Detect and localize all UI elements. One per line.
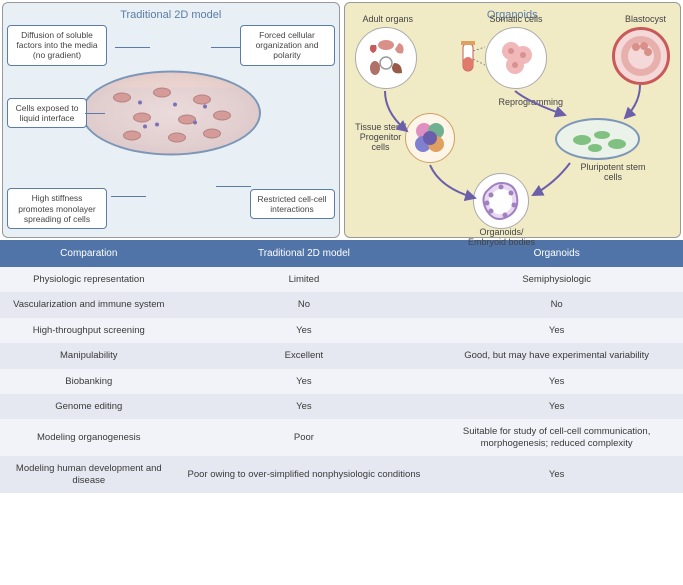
callout-diffusion: Diffusion of soluble factors into the me… bbox=[7, 25, 107, 66]
row-value: Limited bbox=[178, 267, 431, 292]
row-value: Yes bbox=[178, 318, 431, 343]
row-value: Yes bbox=[178, 394, 431, 419]
callout-exposed: Cells exposed to liquid interface bbox=[7, 98, 87, 128]
panel-2d-model: Traditional 2D model Diffusion of s bbox=[2, 2, 340, 238]
row-value: Poor bbox=[178, 419, 431, 456]
callout-restricted: Restricted cell-cell interactions bbox=[250, 189, 335, 219]
pluripotent-dish-icon bbox=[555, 118, 640, 160]
label-adult-organs: Adult organs bbox=[363, 15, 414, 25]
table-row: ManipulabilityExcellentGood, but may hav… bbox=[0, 343, 683, 368]
row-value: Good, but may have experimental variabil… bbox=[430, 343, 683, 368]
row-label: High-throughput screening bbox=[0, 318, 178, 343]
row-value: Suitable for study of cell-cell communic… bbox=[430, 419, 683, 456]
header-comparation: Comparation bbox=[0, 240, 178, 267]
row-label: Modeling human development and disease bbox=[0, 456, 178, 493]
label-somatic: Somatic cells bbox=[490, 15, 543, 25]
row-label: Modeling organogenesis bbox=[0, 419, 178, 456]
progenitor-cells-icon bbox=[405, 113, 455, 163]
label-tissue-stem: Tissue stem/ Progenitor cells bbox=[351, 123, 411, 153]
row-value: Yes bbox=[178, 369, 431, 394]
table-row: BiobankingYesYes bbox=[0, 369, 683, 394]
row-label: Genome editing bbox=[0, 394, 178, 419]
row-value: Poor owing to over-simplified nonphysiol… bbox=[178, 456, 431, 493]
panel-left-title: Traditional 2D model bbox=[9, 9, 333, 21]
row-value: No bbox=[178, 292, 431, 317]
comparison-table: Comparation Traditional 2D model Organoi… bbox=[0, 240, 683, 493]
organoid-icon bbox=[473, 173, 529, 229]
label-organoids: Organoids/ Embryoid bodies bbox=[467, 228, 537, 248]
adult-organs-icon bbox=[355, 27, 417, 89]
row-value: Yes bbox=[430, 369, 683, 394]
callout-stiffness: High stiffness promotes monolayer spread… bbox=[7, 188, 107, 229]
row-value: Excellent bbox=[178, 343, 431, 368]
row-value: Yes bbox=[430, 456, 683, 493]
blastocyst-icon bbox=[612, 27, 670, 85]
callout-forced: Forced cellular organization and polarit… bbox=[240, 25, 335, 66]
diagram-panels: Traditional 2D model Diffusion of s bbox=[0, 0, 683, 240]
table-header-row: Comparation Traditional 2D model Organoi… bbox=[0, 240, 683, 267]
row-value: Semiphysiologic bbox=[430, 267, 683, 292]
dish-graphic bbox=[81, 71, 261, 156]
row-label: Manipulability bbox=[0, 343, 178, 368]
row-label: Biobanking bbox=[0, 369, 178, 394]
petri-dish bbox=[81, 71, 261, 181]
panel-organoids: Organoids Adult organs Somatic cells bbox=[344, 2, 682, 238]
somatic-cells-icon bbox=[485, 27, 547, 89]
row-label: Physiologic representation bbox=[0, 267, 178, 292]
table-row: Modeling organogenesisPoorSuitable for s… bbox=[0, 419, 683, 456]
label-blastocyst: Blastocyst bbox=[625, 15, 666, 25]
table-row: Genome editingYesYes bbox=[0, 394, 683, 419]
table-row: High-throughput screeningYesYes bbox=[0, 318, 683, 343]
test-tube-icon bbox=[453, 41, 485, 81]
table-row: Modeling human development and diseasePo… bbox=[0, 456, 683, 493]
label-reprogramming: Reprogramming bbox=[499, 98, 564, 108]
row-value: Yes bbox=[430, 318, 683, 343]
header-2d: Traditional 2D model bbox=[178, 240, 431, 267]
table-row: Vascularization and immune systemNoNo bbox=[0, 292, 683, 317]
row-label: Vascularization and immune system bbox=[0, 292, 178, 317]
table-row: Physiologic representationLimitedSemiphy… bbox=[0, 267, 683, 292]
label-pluripotent: Pluripotent stem cells bbox=[578, 163, 648, 183]
row-value: Yes bbox=[430, 394, 683, 419]
row-value: No bbox=[430, 292, 683, 317]
